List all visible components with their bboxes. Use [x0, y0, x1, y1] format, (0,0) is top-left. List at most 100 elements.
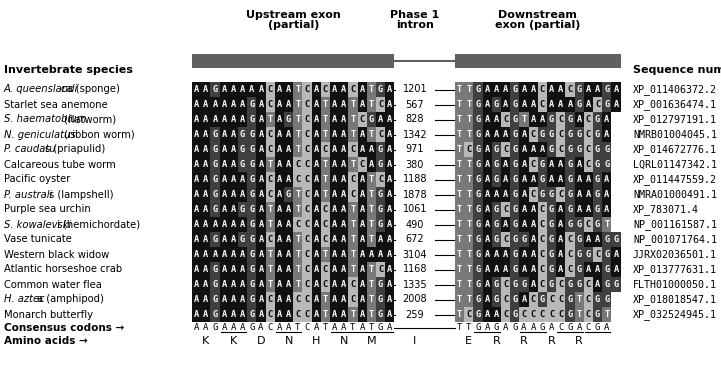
Bar: [220, 217, 229, 232]
Text: A: A: [240, 250, 245, 259]
Text: G: G: [512, 310, 518, 319]
Bar: [611, 247, 621, 262]
Bar: [293, 97, 302, 112]
Text: A: A: [387, 205, 392, 214]
Bar: [275, 292, 284, 307]
Text: XP_011406372.2: XP_011406372.2: [633, 84, 717, 95]
Text: G: G: [378, 310, 384, 319]
Text: A: A: [332, 295, 337, 304]
Text: A: A: [595, 265, 600, 274]
Text: A: A: [194, 205, 199, 214]
Text: G: G: [494, 220, 499, 229]
Bar: [339, 292, 348, 307]
Bar: [376, 157, 385, 172]
Text: G: G: [577, 280, 582, 289]
Bar: [321, 142, 330, 157]
Bar: [265, 232, 275, 247]
Text: A: A: [585, 175, 591, 184]
Bar: [192, 112, 201, 127]
Bar: [575, 202, 584, 217]
Text: A: A: [194, 130, 199, 139]
Bar: [492, 262, 501, 277]
Bar: [565, 202, 575, 217]
Bar: [376, 172, 385, 187]
Text: G: G: [475, 235, 481, 244]
Bar: [339, 247, 348, 262]
Bar: [455, 217, 464, 232]
Bar: [474, 112, 482, 127]
Text: G: G: [494, 295, 499, 304]
Text: T: T: [368, 280, 374, 289]
Text: A: A: [203, 160, 208, 169]
Text: A: A: [213, 115, 218, 124]
Bar: [510, 277, 519, 292]
Bar: [265, 97, 275, 112]
Text: A: A: [240, 280, 245, 289]
Bar: [247, 247, 257, 262]
Text: C: C: [503, 235, 508, 244]
Text: G: G: [249, 130, 255, 139]
Text: A: A: [332, 280, 337, 289]
Bar: [492, 142, 501, 157]
Text: A: A: [577, 205, 582, 214]
Text: G: G: [512, 250, 518, 259]
Bar: [376, 127, 385, 142]
Bar: [492, 157, 501, 172]
Bar: [330, 277, 339, 292]
Bar: [575, 262, 584, 277]
Text: C: C: [304, 205, 309, 214]
Text: G: G: [494, 100, 499, 109]
Text: T: T: [457, 145, 462, 154]
Text: C: C: [323, 205, 328, 214]
Bar: [311, 82, 321, 97]
Text: A: A: [485, 295, 490, 304]
Text: T: T: [466, 295, 472, 304]
Text: A: A: [368, 250, 374, 259]
Text: A: A: [258, 85, 264, 94]
Text: T: T: [466, 205, 472, 214]
Bar: [565, 292, 575, 307]
Text: G: G: [475, 205, 481, 214]
Text: G: G: [249, 323, 255, 332]
Text: A: A: [341, 323, 347, 332]
Bar: [464, 142, 474, 157]
Bar: [220, 187, 229, 202]
Text: G: G: [212, 323, 218, 332]
Bar: [302, 97, 311, 112]
Bar: [385, 217, 394, 232]
Text: A: A: [485, 160, 490, 169]
Text: Downstream: Downstream: [498, 10, 578, 20]
Text: C: C: [540, 280, 545, 289]
Bar: [348, 187, 358, 202]
Text: A: A: [277, 295, 282, 304]
Text: A: A: [286, 235, 291, 244]
Text: C: C: [304, 175, 309, 184]
Text: R: R: [492, 336, 500, 346]
Text: A: A: [332, 235, 337, 244]
Text: 1335: 1335: [403, 279, 428, 290]
Bar: [528, 202, 538, 217]
Text: G: G: [240, 130, 245, 139]
Bar: [302, 172, 311, 187]
Bar: [510, 82, 519, 97]
Text: G: G: [240, 235, 245, 244]
Text: A: A: [231, 295, 236, 304]
Text: A: A: [203, 85, 208, 94]
Text: G: G: [567, 205, 572, 214]
Text: G: G: [494, 323, 499, 332]
Text: 2008: 2008: [403, 295, 428, 305]
Text: C: C: [558, 323, 564, 332]
Text: T: T: [457, 130, 462, 139]
Bar: [538, 187, 547, 202]
Bar: [482, 262, 492, 277]
Text: A: A: [531, 100, 536, 109]
Text: A: A: [314, 190, 319, 199]
Text: C: C: [503, 295, 508, 304]
Text: C: C: [558, 295, 563, 304]
Bar: [482, 82, 492, 97]
Bar: [257, 127, 265, 142]
Text: A: A: [485, 280, 490, 289]
Bar: [284, 232, 293, 247]
Text: T: T: [466, 85, 472, 94]
Text: C: C: [323, 280, 328, 289]
